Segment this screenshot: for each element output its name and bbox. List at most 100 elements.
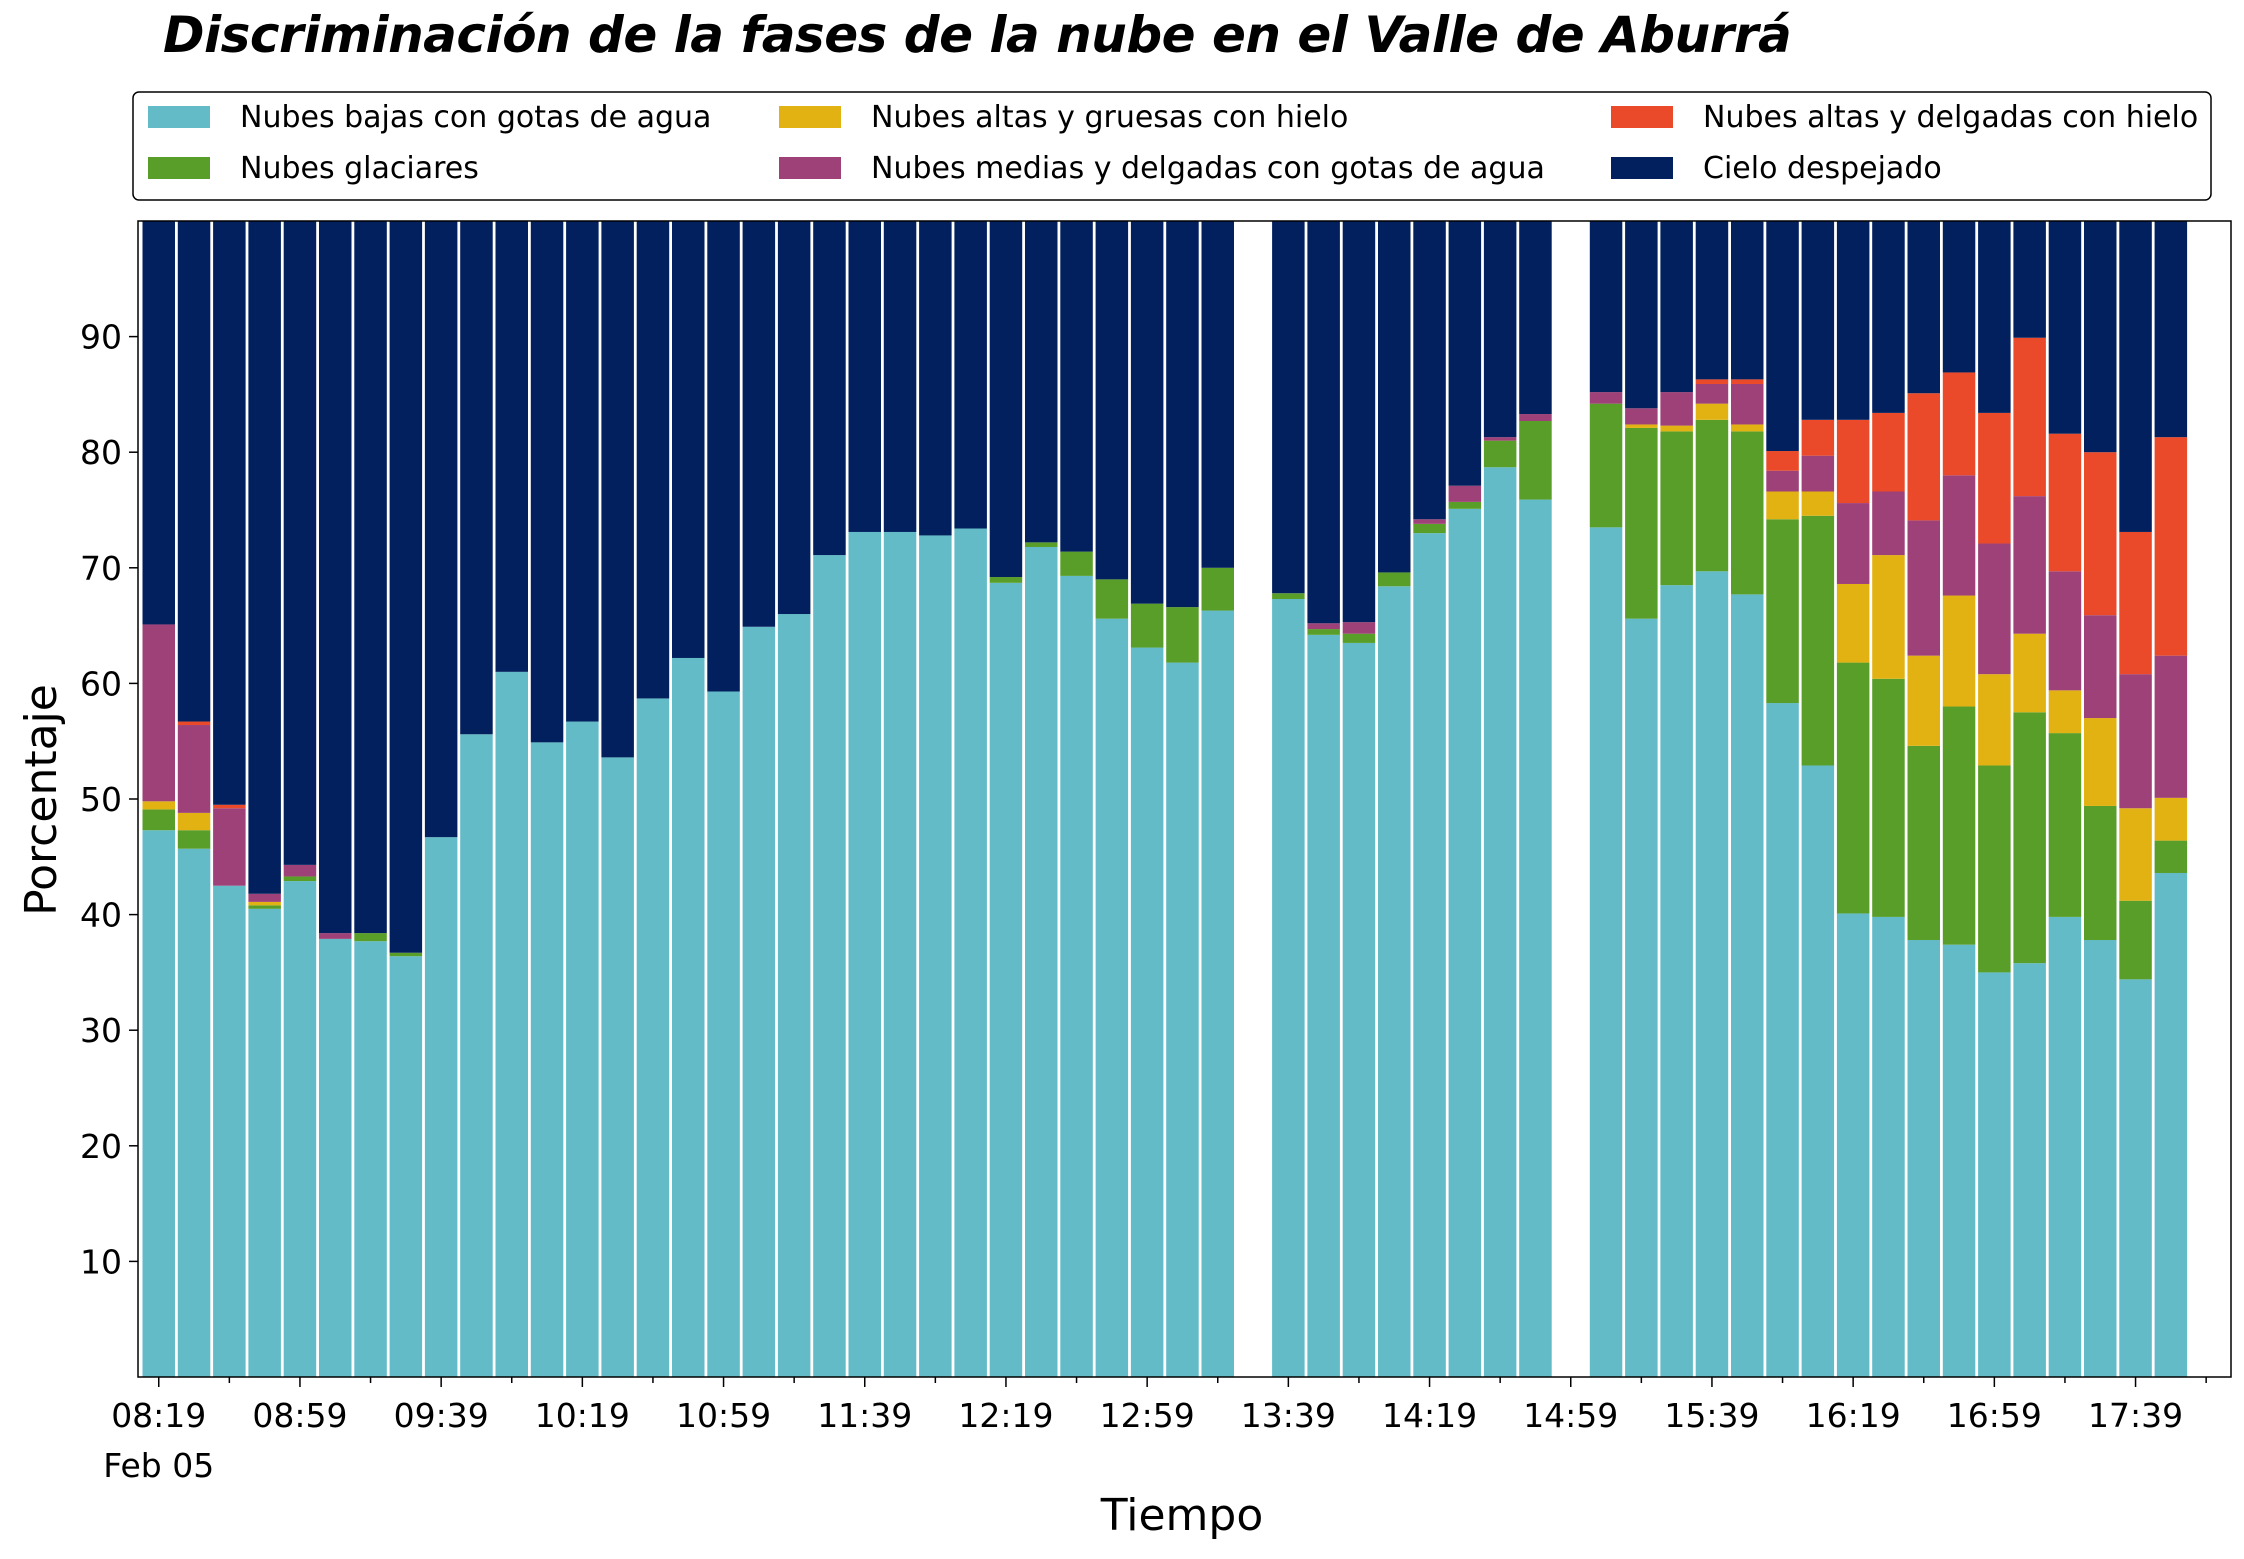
bar-segment-s2-55 [2084, 718, 2117, 806]
bar-segment-clear-sky-14 [636, 221, 670, 699]
bar-segment-clear-sky-37 [1448, 221, 1482, 486]
bar-segment-clear-sky-26 [1060, 221, 1093, 552]
bar-segment-s4-56 [2119, 531, 2152, 675]
bar-segment-clear-sky-49 [1872, 221, 1905, 413]
bar-segment-s1-30 [1201, 567, 1234, 611]
bar-segment-clear-sky-41 [1589, 221, 1623, 393]
bar-segment-clear-sky-15 [672, 221, 705, 658]
bar-segment-clear-sky-54 [2048, 221, 2082, 434]
bar-segment-s0-15 [672, 657, 705, 1377]
bar-segment-s0-12 [566, 721, 599, 1377]
bar-segment-s0-21 [883, 531, 917, 1377]
x-tick-label-13: 16:59 [1947, 1396, 2042, 1435]
y-tick-label-6: 70 [80, 549, 122, 588]
bar-segment-clear-sky-36 [1413, 221, 1446, 520]
bar-segment-s3-5 [319, 933, 352, 939]
bar-segment-s3-42 [1625, 408, 1658, 425]
bar-segment-s1-50 [1907, 745, 1940, 941]
bar-segment-s0-25 [1025, 546, 1058, 1377]
y-tick-label-0: 10 [80, 1242, 122, 1281]
bar-segment-s3-1 [177, 725, 211, 813]
bar-segment-s3-39 [1519, 414, 1552, 421]
bar-segment-clear-sky-25 [1025, 221, 1058, 543]
bar-segment-s1-51 [1942, 706, 1976, 945]
bar-segment-s1-49 [1872, 678, 1905, 917]
bar-segment-clear-sky-9 [460, 221, 493, 735]
bar-segment-s0-29 [1166, 662, 1199, 1377]
bar-segment-clear-sky-6 [354, 221, 387, 934]
bar-segment-s0-57 [2154, 872, 2188, 1377]
bar-segment-s0-54 [2048, 916, 2082, 1377]
bar-segment-clear-sky-1 [177, 221, 211, 722]
bar-segment-clear-sky-20 [848, 221, 881, 532]
bar-segment-clear-sky-35 [1378, 221, 1411, 573]
x-axis-label: Tiempo [1100, 1490, 1264, 1541]
bar-segment-s0-11 [530, 742, 564, 1377]
bar-segment-clear-sky-42 [1625, 221, 1658, 409]
x-tick-label-1: 08:59 [252, 1396, 347, 1435]
x-tick-label-6: 12:19 [958, 1396, 1053, 1435]
bar-segment-s0-45 [1731, 594, 1764, 1377]
bar-segment-s1-7 [389, 952, 423, 957]
bar-segment-s0-37 [1448, 508, 1482, 1378]
bar-segment-s0-35 [1378, 586, 1411, 1377]
bar-segment-s0-47 [1801, 765, 1835, 1377]
bar-segment-s0-23 [954, 528, 987, 1377]
bar-segment-s2-1 [177, 812, 211, 831]
bar-segment-s2-49 [1872, 555, 1905, 679]
x-tick-label-4: 10:59 [676, 1396, 771, 1435]
legend-label-2: Nubes altas y gruesas con hielo [871, 100, 1348, 135]
bar-segment-s4-45 [1731, 379, 1764, 384]
bar-segment-s0-50 [1907, 940, 1940, 1377]
x-date-label: Feb 05 [103, 1446, 214, 1485]
bar-segment-s4-54 [2048, 433, 2082, 572]
bar-segment-s0-22 [919, 535, 952, 1377]
legend-label-1: Nubes glaciares [240, 151, 479, 186]
bar-segment-s3-50 [1907, 520, 1940, 656]
x-tick-label-14: 17:39 [2088, 1396, 2183, 1435]
bar-segment-clear-sky-19 [813, 221, 846, 556]
bar-segment-s2-56 [2119, 808, 2152, 901]
bar-segment-s2-54 [2048, 690, 2082, 734]
chart-title: Discriminación de la fases de la nube en… [163, 6, 1792, 64]
bar-segment-s1-56 [2119, 900, 2152, 980]
bar-segment-s1-39 [1519, 420, 1552, 500]
bar-segment-s3-56 [2119, 674, 2152, 809]
bar-segment-s2-46 [1766, 491, 1799, 520]
bar-segment-s1-45 [1731, 431, 1764, 595]
bar-segment-s3-2 [213, 808, 246, 886]
legend-swatch-3 [779, 157, 841, 179]
bar-segment-s0-30 [1201, 610, 1234, 1377]
bar-segment-s0-41 [1589, 527, 1623, 1377]
legend-label-0: Nubes bajas con gotas de agua [240, 100, 711, 135]
bar-segment-clear-sky-18 [777, 221, 811, 615]
bar-segment-s0-48 [1836, 913, 1870, 1377]
bar-segment-clear-sky-46 [1766, 221, 1799, 452]
bar-segment-clear-sky-33 [1307, 221, 1340, 624]
x-tick-label-7: 12:59 [1100, 1396, 1195, 1435]
bar-segment-clear-sky-27 [1095, 221, 1129, 580]
bar-segment-s3-4 [283, 864, 317, 877]
legend: Nubes bajas con gotas de agua Nubes glaci… [132, 91, 2212, 201]
bar-segment-s1-4 [283, 876, 317, 882]
bar-segment-s1-26 [1060, 551, 1093, 576]
bar-segment-s3-47 [1801, 455, 1835, 492]
bar-segment-s0-10 [495, 671, 528, 1377]
bar-segment-clear-sky-22 [919, 221, 952, 536]
bar-segment-s4-49 [1872, 412, 1905, 492]
bar-segment-s1-24 [989, 577, 1023, 583]
bar-segment-s0-14 [636, 698, 670, 1377]
bar-segment-s4-46 [1766, 451, 1799, 471]
bar-segment-s2-48 [1836, 583, 1870, 663]
y-tick-label-5: 60 [80, 664, 122, 703]
bar-segment-clear-sky-2 [213, 221, 246, 805]
bar-segment-s0-19 [813, 555, 846, 1377]
y-axis-label: Porcentaje [16, 684, 67, 916]
bar-segment-clear-sky-28 [1130, 221, 1164, 604]
bar-segment-s2-51 [1942, 595, 1976, 707]
bar-segment-s1-55 [2084, 805, 2117, 941]
bar-segment-clear-sky-11 [530, 221, 564, 743]
bar-segment-clear-sky-47 [1801, 221, 1835, 420]
bar-segment-s0-4 [283, 881, 317, 1377]
bar-segment-s1-38 [1483, 440, 1517, 468]
